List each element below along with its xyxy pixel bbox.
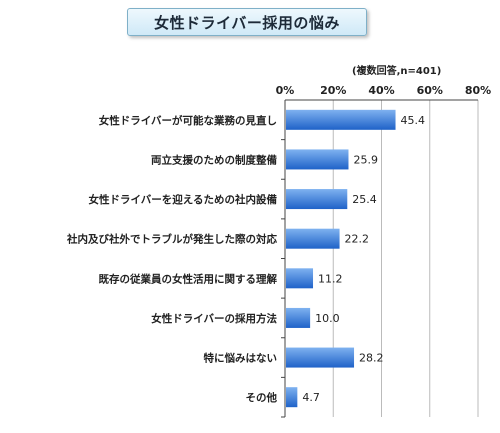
bar xyxy=(286,347,355,368)
category-label: 既存の従業員の女性活用に関する理解 xyxy=(99,272,278,285)
x-tick-label: 20% xyxy=(320,84,346,97)
x-tick-label: 0% xyxy=(276,84,295,97)
bar-layer xyxy=(286,109,396,408)
value-label: 25.4 xyxy=(352,193,377,206)
bar xyxy=(286,149,349,170)
value-label: 25.9 xyxy=(353,153,378,166)
bar xyxy=(286,307,311,328)
category-label: その他 xyxy=(246,391,278,404)
bar xyxy=(286,268,314,289)
value-label: 10.0 xyxy=(315,312,340,325)
x-tick-label: 60% xyxy=(417,84,443,97)
sample-note: (複数回答,n=401) xyxy=(352,66,442,77)
category-label: 女性ドライバーを迎えるための社内設備 xyxy=(89,193,278,206)
value-label: 22.2 xyxy=(345,233,370,246)
category-label: 社内及び社外でトラブルが発生した際の対応 xyxy=(66,233,277,246)
chart-title: 女性ドライバー採用の悩み xyxy=(127,8,367,36)
bar xyxy=(286,109,396,130)
label-layer: 0% 20% 40% 60% 80% 女性ドライバーが可能な業務の見直し 45.4 両立支援の… xyxy=(66,84,491,404)
value-label: 4.7 xyxy=(302,391,320,404)
value-label: 45.4 xyxy=(401,114,426,127)
category-label: 女性ドライバーが可能な業務の見直し xyxy=(99,114,277,127)
value-label: 28.2 xyxy=(359,352,384,365)
grid-layer xyxy=(281,99,479,418)
bar xyxy=(286,228,340,249)
category-label: 両立支援のための制度整備 xyxy=(151,153,277,166)
bar xyxy=(286,387,298,408)
category-label: 女性ドライバーの採用方法 xyxy=(151,312,277,325)
x-tick-label: 80% xyxy=(465,84,491,97)
bar xyxy=(286,189,348,210)
category-label: 特に悩みはない xyxy=(204,352,278,365)
value-label: 11.2 xyxy=(318,272,343,285)
x-tick-label: 40% xyxy=(368,84,394,97)
